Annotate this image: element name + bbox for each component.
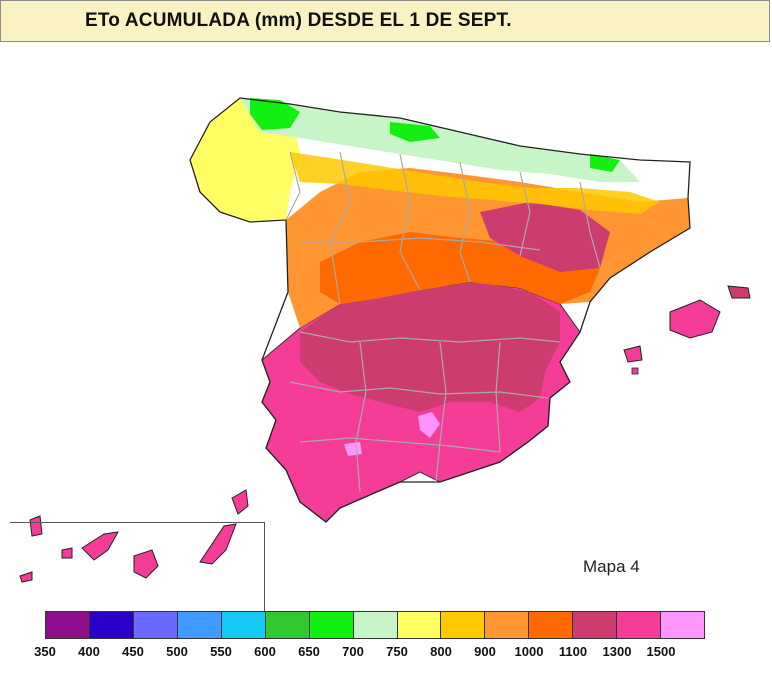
province-borders bbox=[285, 151, 601, 493]
legend-label: 600 bbox=[254, 644, 276, 659]
legend-label: 500 bbox=[166, 644, 188, 659]
legend-label: 1100 bbox=[558, 644, 588, 659]
legend-label: 450 bbox=[122, 644, 144, 659]
mainland-outline bbox=[189, 97, 691, 523]
legend-label: 650 bbox=[298, 644, 320, 659]
title-bar: ETo ACUMULADA (mm) DESDE EL 1 DE SEPT. bbox=[0, 0, 770, 42]
legend-label: 900 bbox=[474, 644, 496, 659]
legend-swatch bbox=[89, 612, 134, 638]
legend-label: 800 bbox=[430, 644, 452, 659]
mainland-cantabrian-green bbox=[250, 98, 300, 130]
canary-tenerife bbox=[81, 531, 119, 561]
legend-swatch bbox=[46, 612, 90, 638]
legend-swatch bbox=[485, 612, 530, 638]
mainland-ebro-valley bbox=[480, 202, 610, 272]
ibiza-island bbox=[623, 345, 643, 363]
canary-la-palma bbox=[29, 515, 43, 537]
legend-swatch bbox=[573, 612, 618, 638]
color-legend bbox=[45, 611, 705, 639]
canary-gran-canaria bbox=[133, 549, 159, 579]
mainland-yellow-band bbox=[290, 152, 660, 214]
spain-map bbox=[19, 97, 751, 583]
legend-swatch bbox=[397, 612, 442, 638]
legend-label: 350 bbox=[34, 644, 56, 659]
legend-label: 750 bbox=[386, 644, 408, 659]
legend-label: 1000 bbox=[514, 644, 544, 659]
legend-label: 1300 bbox=[602, 644, 632, 659]
legend-swatch bbox=[133, 612, 178, 638]
legend-swatch bbox=[309, 612, 354, 638]
legend-swatch bbox=[353, 612, 398, 638]
menorca-island bbox=[727, 285, 751, 299]
canary-el-hierro bbox=[19, 571, 33, 583]
map-number-label: Mapa 4 bbox=[583, 557, 640, 576]
legend-swatch bbox=[221, 612, 266, 638]
legend-swatch bbox=[529, 612, 574, 638]
legend-label: 700 bbox=[342, 644, 364, 659]
legend-swatch bbox=[177, 612, 222, 638]
mallorca-island bbox=[669, 299, 721, 339]
canary-inset-frame bbox=[10, 522, 265, 635]
legend-label: 400 bbox=[78, 644, 100, 659]
canary-fuerteventura bbox=[199, 523, 237, 565]
legend-swatch bbox=[265, 612, 310, 638]
legend-label: 550 bbox=[210, 644, 232, 659]
mainland-north-coast bbox=[240, 98, 640, 182]
map-area bbox=[0, 42, 772, 635]
canary-lanzarote bbox=[231, 489, 249, 515]
legend-swatch bbox=[617, 612, 662, 638]
legend-swatch bbox=[441, 612, 486, 638]
legend-label: 1500 bbox=[646, 644, 676, 659]
legend-labels: 350 400 450 500 550 600 650 700 750 800 900 1000 110… bbox=[0, 644, 772, 664]
legend-swatch bbox=[661, 612, 705, 638]
canary-la-gomera bbox=[61, 547, 73, 559]
map-title: ETo ACUMULADA (mm) DESDE EL 1 DE SEPT. bbox=[85, 10, 512, 31]
